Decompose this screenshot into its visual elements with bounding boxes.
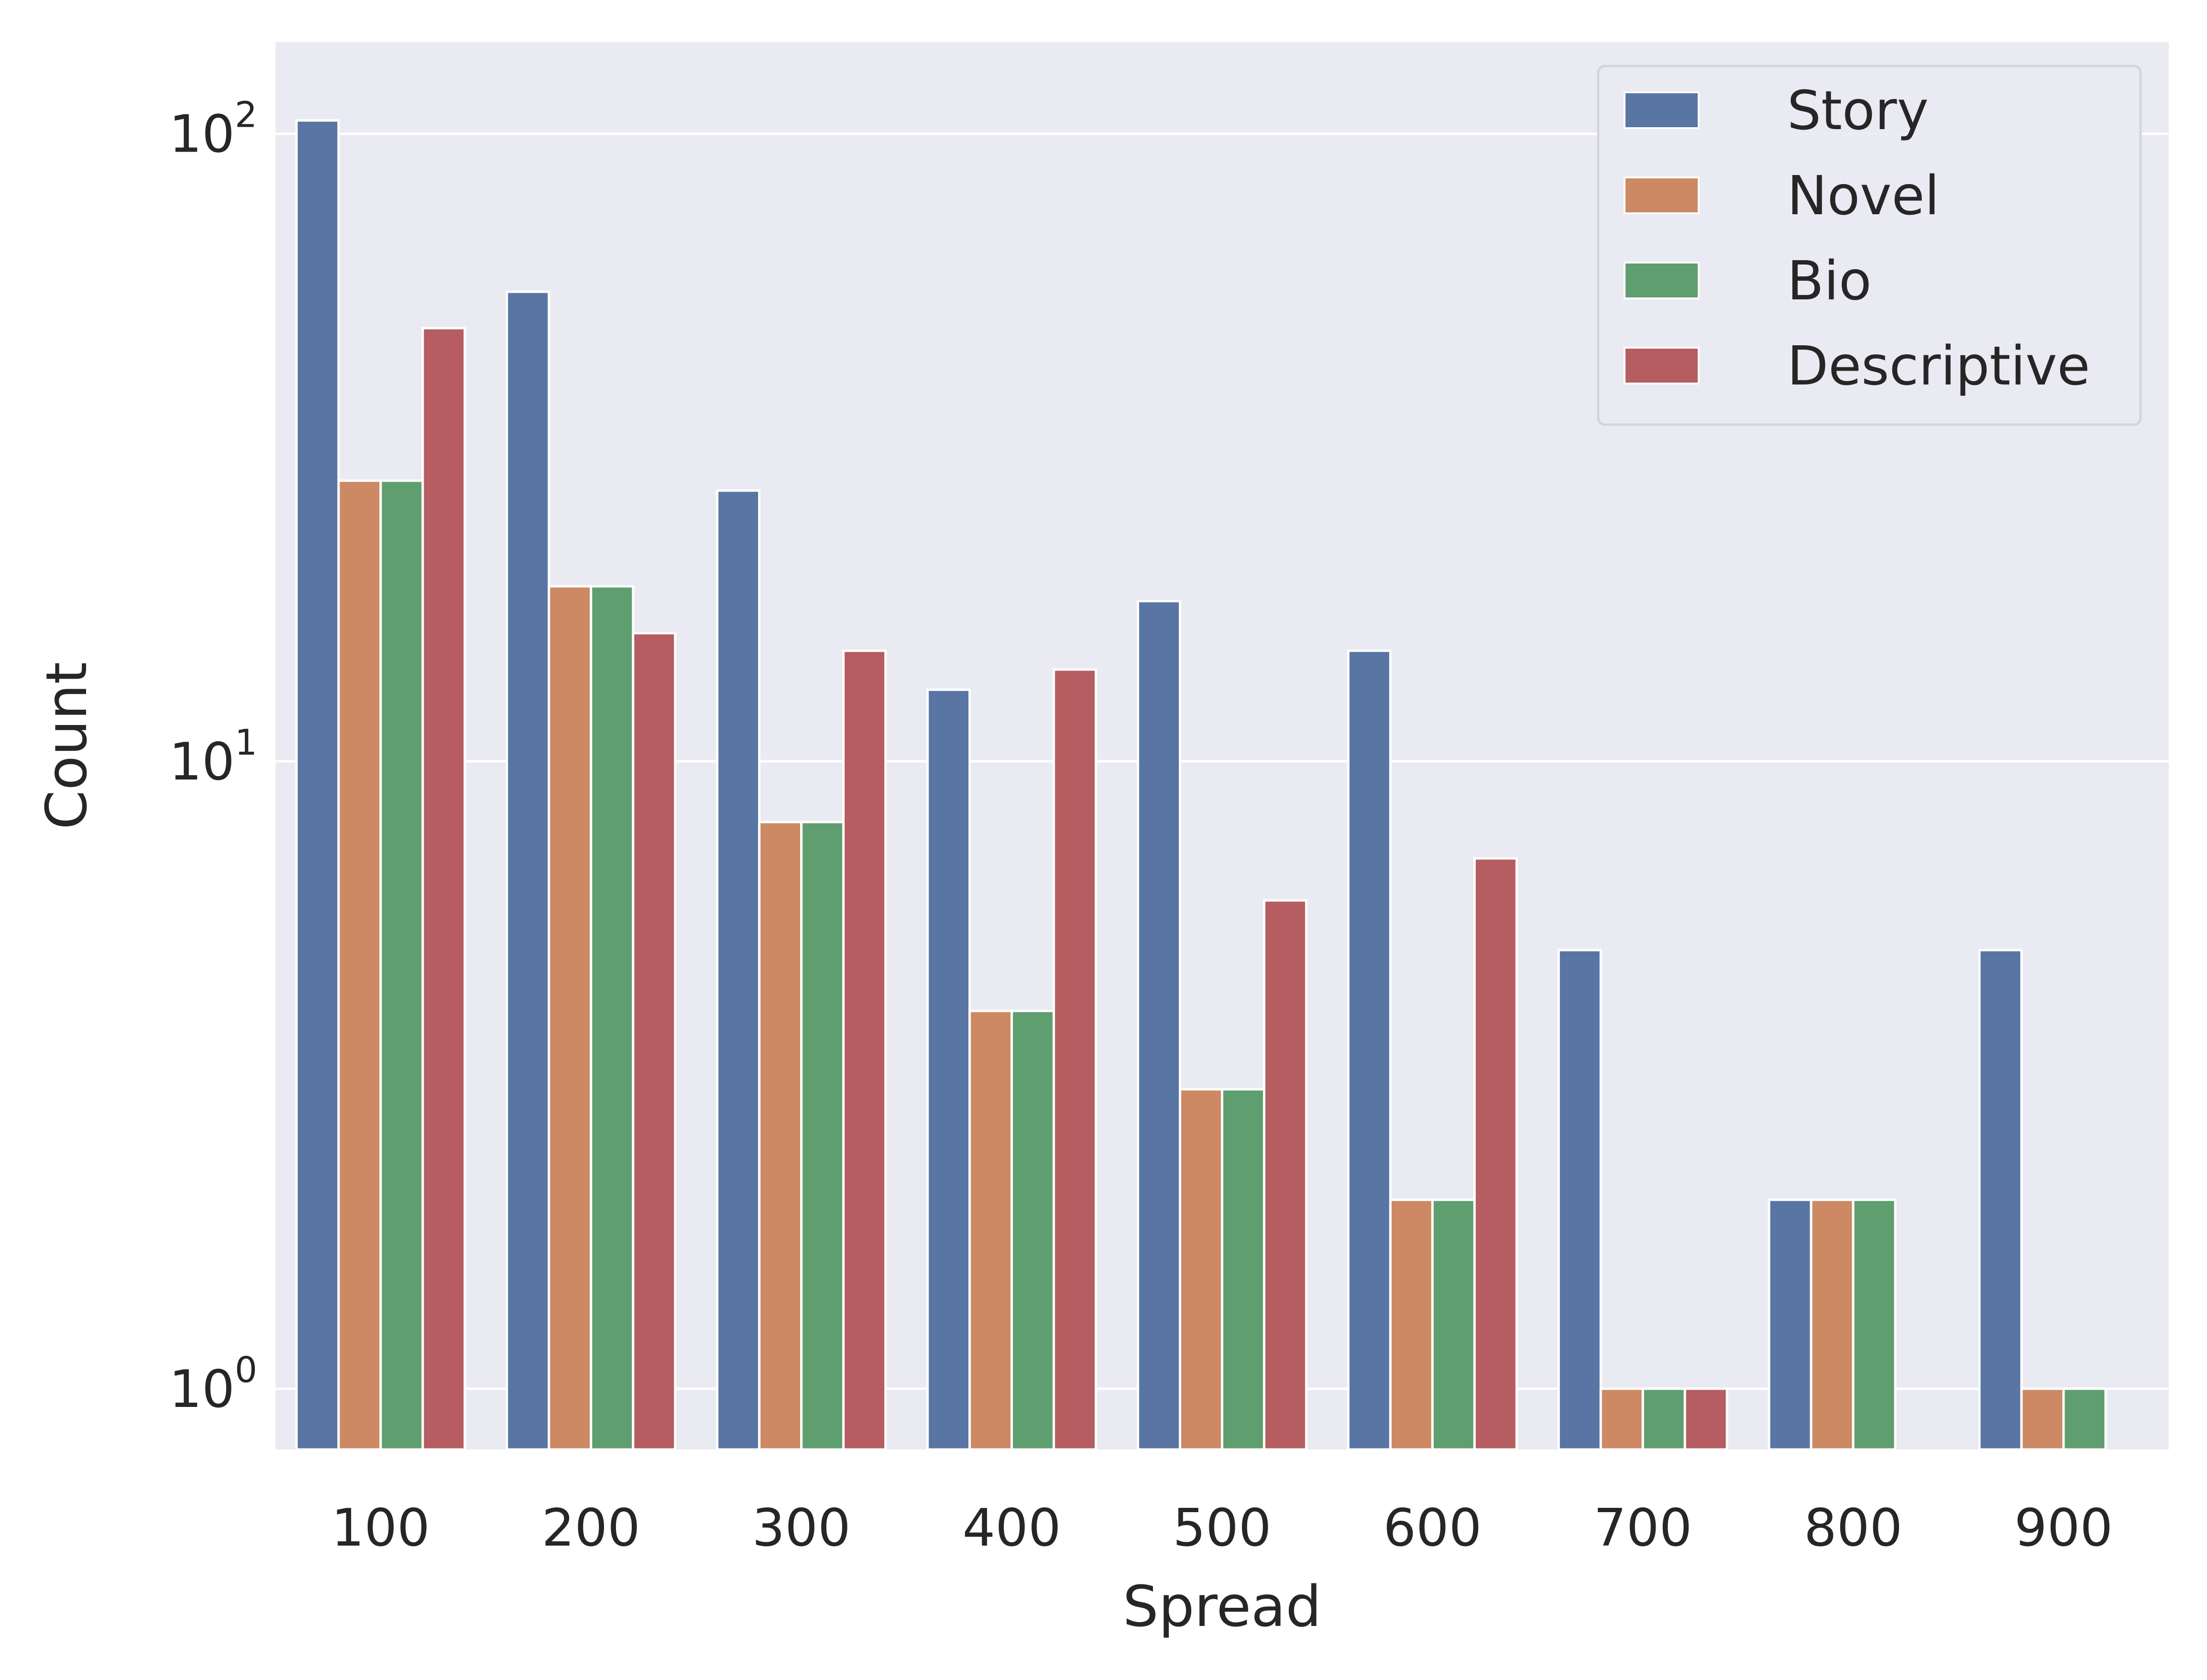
bar-novel-800 (1810, 1198, 1855, 1451)
y-tick-label: 100 (169, 1350, 257, 1419)
x-tick-label: 200 (542, 1498, 640, 1558)
legend-frame (1597, 65, 2142, 426)
bar-novel-100 (337, 479, 382, 1451)
x-tick-label: 900 (2014, 1498, 2113, 1558)
bar-novel-200 (548, 585, 593, 1451)
bar-descriptive-300 (842, 649, 887, 1451)
bar-descriptive-600 (1473, 857, 1518, 1451)
bar-descriptive-500 (1263, 899, 1307, 1451)
x-tick-label: 300 (752, 1498, 851, 1558)
y-axis-ticks: 100 101 102 (169, 95, 257, 1419)
y-tick-label: 101 (169, 722, 257, 792)
bar-bio-400 (1010, 1010, 1055, 1451)
bar-novel-900 (2020, 1387, 2065, 1451)
legend-label-story: Story (1787, 80, 1929, 142)
bar-descriptive-400 (1053, 668, 1098, 1451)
bar-bio-700 (1641, 1387, 1686, 1451)
bar-story-400 (926, 688, 971, 1451)
bar-novel-700 (1599, 1387, 1644, 1451)
legend-swatch-bio (1624, 262, 1700, 299)
x-tick-label: 400 (963, 1498, 1061, 1558)
legend: Story Novel Bio Descriptive (1597, 65, 2142, 426)
bar-story-900 (1978, 949, 2023, 1451)
y-axis-title: Count (33, 662, 99, 829)
legend-label-novel: Novel (1787, 165, 1940, 227)
bar-bio-600 (1431, 1198, 1476, 1451)
bar-bio-300 (800, 821, 845, 1451)
legend-label-descriptive: Descriptive (1787, 335, 2090, 397)
bar-novel-300 (758, 821, 803, 1451)
bar-descriptive-100 (421, 327, 466, 1451)
bar-bio-900 (2062, 1387, 2107, 1451)
bar-story-800 (1768, 1198, 1812, 1451)
y-tick-label: 102 (169, 95, 257, 165)
legend-swatch-story (1624, 91, 1700, 129)
bar-bio-100 (379, 479, 424, 1451)
x-axis-title: Spread (1123, 1573, 1322, 1639)
bar-story-600 (1347, 649, 1392, 1451)
bar-novel-600 (1389, 1198, 1434, 1451)
x-tick-label: 100 (331, 1498, 430, 1558)
bar-story-300 (716, 489, 761, 1451)
bar-descriptive-200 (632, 632, 677, 1451)
legend-swatch-descriptive (1624, 347, 1700, 384)
x-tick-label: 800 (1804, 1498, 1902, 1558)
x-tick-label: 500 (1173, 1498, 1271, 1558)
bar-novel-400 (968, 1010, 1013, 1451)
x-tick-label: 700 (1593, 1498, 1692, 1558)
bar-descriptive-700 (1683, 1387, 1728, 1451)
legend-label-bio: Bio (1787, 250, 1871, 312)
bar-story-500 (1137, 600, 1182, 1451)
bar-story-700 (1557, 949, 1602, 1451)
bar-novel-500 (1179, 1088, 1223, 1451)
bar-story-200 (505, 290, 550, 1451)
x-tick-label: 600 (1383, 1498, 1482, 1558)
x-axis-ticks: 100 200 300 400 500 600 700 800 900 (331, 1498, 2113, 1558)
bar-story-100 (295, 119, 340, 1451)
bar-bio-800 (1852, 1198, 1897, 1451)
bars (295, 119, 2107, 1451)
bar-bio-200 (590, 585, 635, 1451)
legend-swatch-novel (1624, 176, 1700, 214)
bar-bio-500 (1221, 1088, 1265, 1451)
